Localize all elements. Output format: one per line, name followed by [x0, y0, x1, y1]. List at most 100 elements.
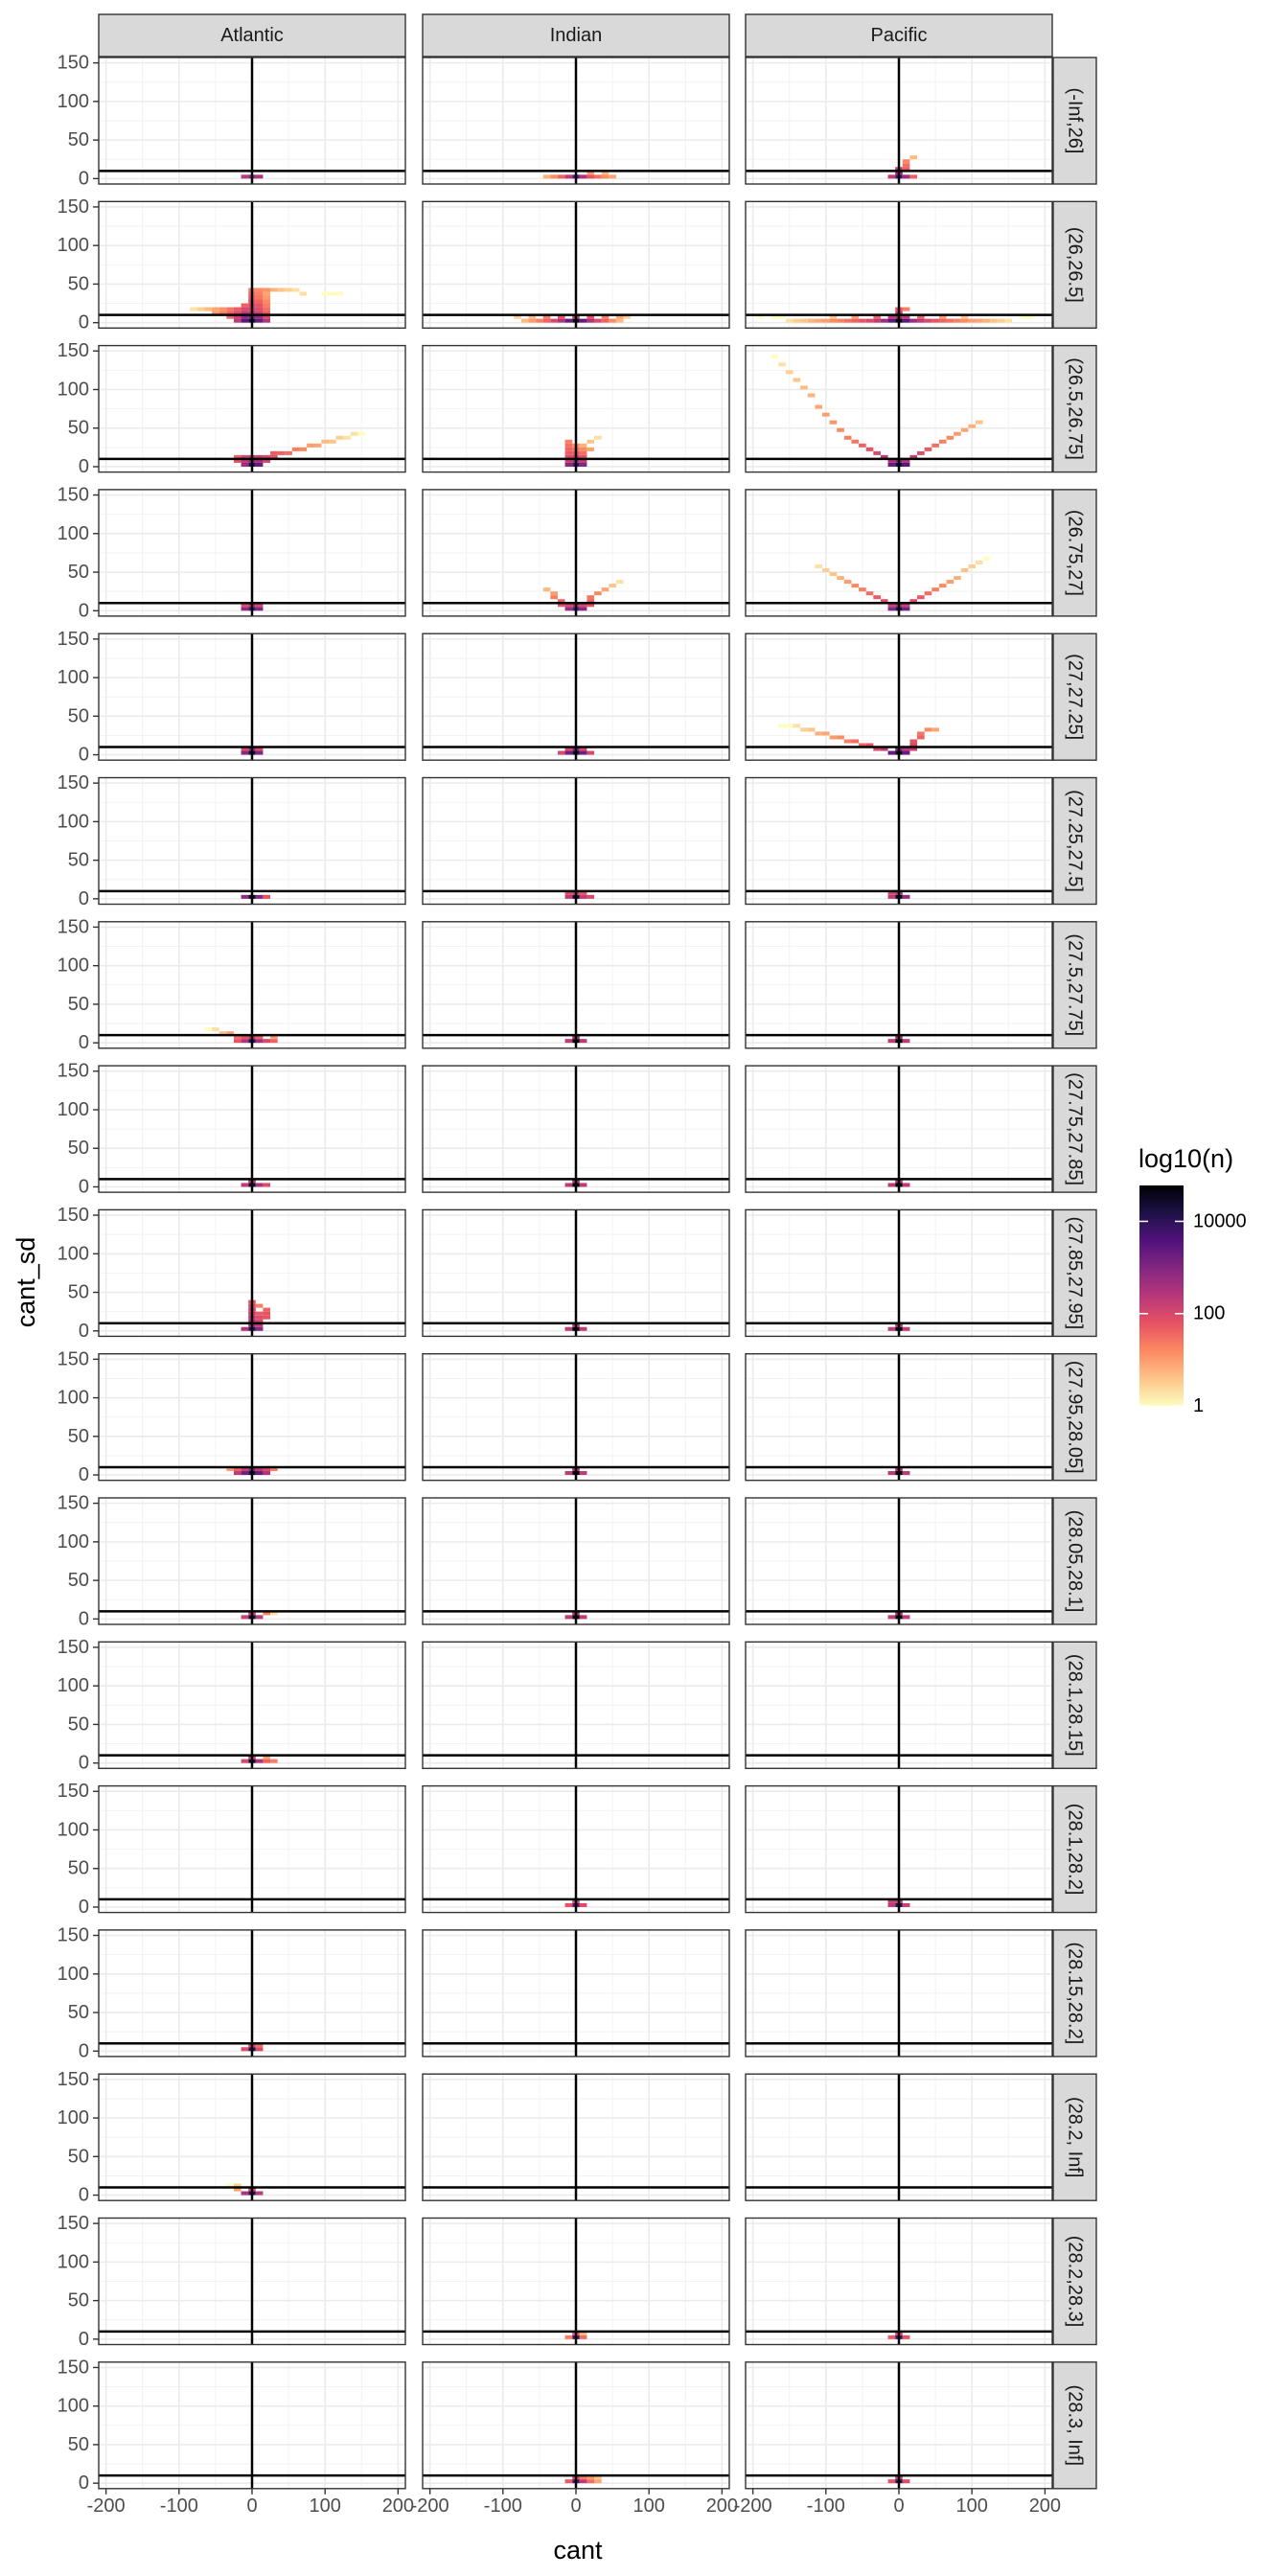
heatmap-cell	[829, 572, 838, 577]
x-tick-label: -200	[734, 2496, 772, 2517]
row-strip-label: (27.85,27.95]	[1065, 1216, 1086, 1329]
heatmap-cell	[255, 1322, 264, 1327]
heatmap-cell	[887, 318, 896, 323]
heatmap-cell	[902, 894, 910, 899]
heatmap-cell	[255, 1326, 264, 1331]
heatmap-cell	[902, 1039, 910, 1044]
panel-border	[98, 921, 406, 1049]
y-tick-label: 50	[68, 2290, 89, 2312]
facet-panel	[422, 200, 730, 330]
heatmap-cell	[550, 591, 558, 596]
heatmap-cell	[255, 1183, 264, 1187]
heatmap-cell	[917, 318, 925, 323]
heatmap-cell	[270, 1035, 278, 1040]
row-strip-label: (-Inf,26]	[1065, 88, 1086, 154]
heatmap-cell	[255, 310, 264, 315]
heatmap-cell	[887, 750, 896, 755]
y-tick-label: 50	[68, 1282, 89, 1303]
heatmap-cell	[255, 603, 264, 608]
heatmap-cell	[263, 318, 271, 323]
facet-panel	[745, 1497, 1053, 1625]
y-tick-label: 150	[58, 485, 89, 506]
heatmap-cell	[843, 318, 852, 323]
heatmap-cell	[778, 362, 786, 367]
panel-border	[745, 1065, 1053, 1193]
heatmap-cell	[241, 603, 249, 608]
heatmap-cell	[887, 1471, 896, 1476]
heatmap-cell	[579, 2334, 587, 2339]
heatmap-cell	[586, 439, 595, 444]
row-strip-label: (26.5,26.75]	[1065, 357, 1086, 460]
heatmap-cell	[851, 739, 860, 744]
facet-panel	[745, 1641, 1053, 1770]
facet-panel	[98, 632, 406, 761]
heatmap-cell	[557, 750, 565, 755]
facet-panel	[98, 2361, 406, 2490]
y-tick-label: 50	[68, 418, 89, 439]
heatmap-cell	[263, 1183, 271, 1187]
heatmap-cell	[623, 314, 632, 319]
heatmap-cell	[902, 314, 910, 319]
heatmap-cell	[924, 318, 932, 323]
facet-panel	[98, 1641, 406, 1770]
heatmap-cell	[887, 458, 896, 463]
facet-panel	[745, 1065, 1053, 1193]
heatmap-cell	[536, 318, 543, 323]
facet-panel	[422, 632, 730, 761]
y-tick-label: 100	[58, 955, 89, 977]
heatmap-cell	[270, 1467, 278, 1472]
heatmap-cell	[255, 1039, 264, 1044]
heatmap-cell	[579, 750, 587, 755]
heatmap-cell	[263, 291, 271, 296]
facet-panel	[422, 2361, 730, 2490]
heatmap-cell	[586, 174, 595, 179]
heatmap-cell	[241, 607, 249, 611]
heatmap-cell	[887, 1326, 896, 1331]
panel-border	[745, 2073, 1053, 2201]
heatmap-cell	[601, 318, 610, 323]
heatmap-cell	[270, 288, 278, 292]
row-strip-background	[1052, 1784, 1097, 1914]
facet-panel	[98, 1065, 406, 1193]
panel-border	[422, 1929, 730, 2058]
row-strip-background	[1052, 776, 1097, 906]
x-tick-label: -100	[160, 2496, 198, 2517]
heatmap-cell	[859, 743, 866, 748]
heatmap-cell	[255, 1319, 264, 1323]
row-strip-label: (28.15,28.2]	[1065, 1943, 1086, 2045]
panel-border	[745, 489, 1053, 617]
heatmap-cell	[822, 412, 830, 417]
facet-panel	[745, 344, 1053, 473]
row-strip-background	[1052, 1208, 1097, 1338]
heatmap-cell	[815, 318, 822, 323]
heatmap-cell	[218, 307, 227, 311]
facet-panel	[98, 1784, 406, 1914]
panel-border	[745, 344, 1053, 473]
facet-panel	[422, 1208, 730, 1338]
heatmap-cell	[255, 174, 264, 179]
heatmap-cell	[241, 1615, 249, 1620]
facet-panel	[422, 344, 730, 473]
heatmap-cell	[887, 1039, 896, 1044]
heatmap-cell	[917, 595, 925, 600]
heatmap-cell	[255, 1311, 264, 1316]
y-tick-label: 50	[68, 562, 89, 583]
heatmap-cell	[586, 894, 595, 899]
row-strip-background	[1052, 1352, 1097, 1482]
x-tick-label: -100	[484, 2496, 522, 2517]
heatmap-cell	[255, 314, 264, 319]
column-strip-background	[98, 13, 406, 58]
facet-panel	[745, 1929, 1053, 2058]
heatmap-cell	[564, 447, 573, 451]
panel-border	[422, 1352, 730, 1482]
facet-panel	[745, 200, 1053, 330]
y-tick-label: 50	[68, 2434, 89, 2455]
heatmap-cell	[917, 735, 925, 740]
heatmap-cell	[960, 314, 969, 319]
heatmap-cell	[579, 1039, 587, 1044]
heatmap-cell	[255, 299, 264, 304]
panel-border	[98, 1641, 406, 1770]
heatmap-cell	[263, 454, 271, 459]
facet-panel	[422, 2073, 730, 2201]
heatmap-cell	[586, 750, 595, 755]
